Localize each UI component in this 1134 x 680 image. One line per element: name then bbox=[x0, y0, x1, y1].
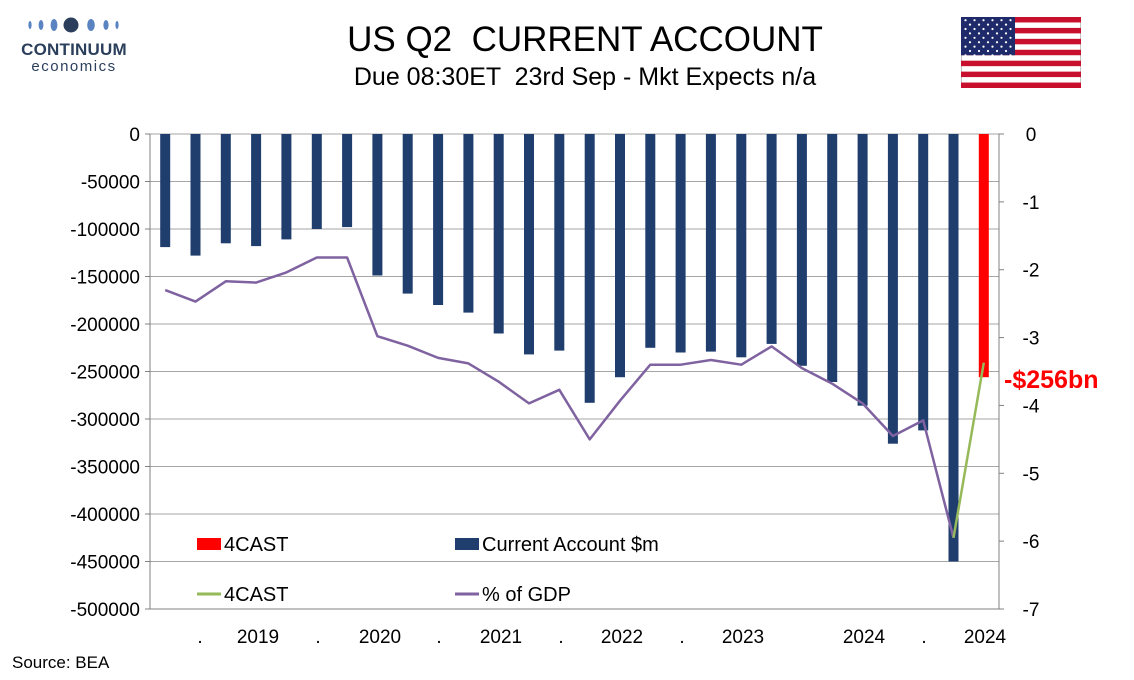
left-tick-label: -500000 bbox=[70, 600, 140, 621]
left-tick-label: -50000 bbox=[81, 173, 140, 194]
current-account-bar bbox=[402, 134, 413, 294]
forecast-line bbox=[952, 362, 986, 539]
current-account-bar bbox=[281, 134, 292, 240]
legend-label: 4CAST bbox=[224, 584, 288, 606]
current-account-bar bbox=[705, 134, 716, 352]
continuum-logo: CONTINUUM economics bbox=[14, 14, 134, 75]
current-account-bar bbox=[372, 134, 383, 276]
current-account-bar bbox=[524, 134, 534, 355]
current-account-bar bbox=[251, 134, 262, 247]
x-tick-label: . bbox=[436, 627, 441, 648]
current-account-bar bbox=[220, 134, 231, 244]
legend-label: Current Account $m bbox=[482, 534, 659, 556]
forecast-bar bbox=[978, 134, 989, 378]
x-tick-label: 2020 bbox=[359, 627, 401, 648]
legend-label: 4CAST bbox=[224, 534, 288, 556]
x-tick-label: 2019 bbox=[237, 627, 279, 648]
current-account-bar bbox=[645, 134, 656, 348]
current-account-bar bbox=[160, 134, 171, 248]
chart-subtitle: Due 08:30ET 23rd Sep - Mkt Expects n/a bbox=[353, 63, 817, 91]
chart-title: US Q2 CURRENT ACCOUNT bbox=[347, 20, 823, 59]
right-tick-label: -1 bbox=[1023, 193, 1040, 214]
legend: 4CAST Current Account $m 4CAST % of GDP bbox=[197, 534, 659, 606]
current-account-bar bbox=[918, 134, 929, 431]
current-account-bar bbox=[342, 134, 353, 228]
x-tick-label: . bbox=[921, 627, 926, 648]
axes: 0 -50000 -100000 -150000 -200000 -250000 -3000… bbox=[70, 125, 1040, 648]
x-tick-label: . bbox=[315, 627, 320, 648]
x-tick-label: . bbox=[558, 627, 563, 648]
legend-label: % of GDP bbox=[482, 584, 571, 606]
x-tick-label: 2024 bbox=[964, 627, 1007, 648]
forecast-annotation: -$256bn bbox=[1004, 366, 1098, 394]
x-tick-label: 2024 bbox=[843, 627, 886, 648]
right-tick-label: -3 bbox=[1023, 329, 1040, 350]
legend-swatch bbox=[197, 538, 221, 550]
left-tick-label: -450000 bbox=[70, 553, 140, 574]
left-tick-label: -150000 bbox=[70, 268, 140, 289]
left-tick-label: -100000 bbox=[70, 220, 140, 241]
x-tick-label: . bbox=[679, 627, 684, 648]
x-tick-label: 2023 bbox=[722, 627, 764, 648]
logo-tagline: economics bbox=[31, 58, 117, 75]
left-tick-label: -400000 bbox=[70, 505, 140, 526]
left-tick-label: -250000 bbox=[70, 363, 140, 384]
current-account-bar bbox=[796, 134, 807, 366]
right-tick-label: -2 bbox=[1023, 261, 1040, 282]
current-account-bar bbox=[736, 134, 747, 358]
logo-wordmark: CONTINUUM bbox=[21, 40, 127, 59]
left-tick-label: -350000 bbox=[70, 458, 140, 479]
right-tick-label: 0 bbox=[1026, 125, 1037, 146]
current-account-bar bbox=[311, 134, 322, 229]
current-account-bar bbox=[554, 134, 565, 351]
current-account-bar bbox=[766, 134, 777, 344]
current-account-bar bbox=[584, 134, 595, 403]
current-account-bar bbox=[675, 134, 686, 353]
left-tick-label: -200000 bbox=[70, 315, 140, 336]
us-flag-icon bbox=[961, 17, 1081, 88]
lines bbox=[164, 256, 986, 539]
right-tick-label: -5 bbox=[1023, 464, 1040, 485]
current-account-bar bbox=[493, 134, 504, 334]
current-account-bar bbox=[190, 134, 201, 256]
current-account-bar bbox=[615, 134, 625, 378]
gdp-percent-line bbox=[164, 256, 955, 539]
right-tick-label: -7 bbox=[1023, 600, 1040, 621]
x-tick-label: . bbox=[197, 627, 202, 648]
source-note: Source: BEA bbox=[12, 653, 110, 672]
current-account-bar bbox=[463, 134, 474, 313]
legend-swatch bbox=[455, 538, 479, 550]
current-account-bar bbox=[948, 134, 959, 562]
bars bbox=[160, 134, 989, 562]
current-account-bar bbox=[433, 134, 444, 305]
x-tick-label: 2021 bbox=[480, 627, 522, 648]
current-account-bar bbox=[827, 134, 838, 382]
left-tick-label: -300000 bbox=[70, 410, 140, 431]
gridlines bbox=[150, 133, 999, 610]
right-tick-label: -4 bbox=[1023, 396, 1040, 417]
current-account-bar bbox=[857, 134, 868, 406]
left-tick-label: 0 bbox=[129, 125, 140, 146]
right-tick-label: -6 bbox=[1023, 532, 1040, 553]
current-account-bar bbox=[887, 134, 898, 444]
logo-dots-icon bbox=[28, 17, 119, 33]
x-tick-label: 2022 bbox=[601, 627, 643, 648]
